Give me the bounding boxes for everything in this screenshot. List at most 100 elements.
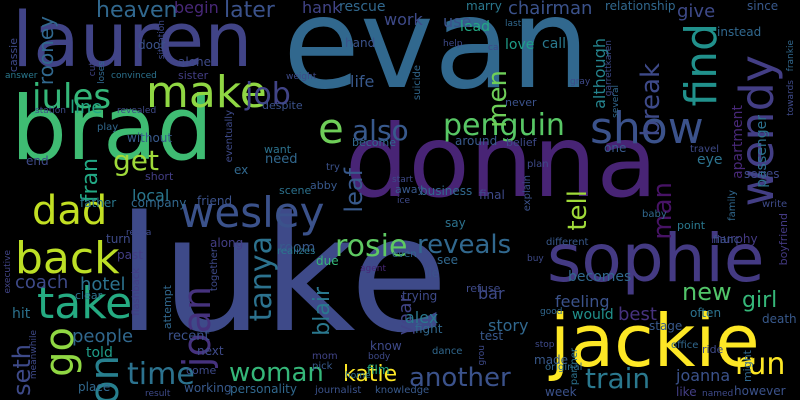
word-realizes: realizes: [277, 246, 316, 257]
word-several: several: [611, 85, 621, 118]
word-train: train: [585, 362, 651, 395]
word-executive: executive: [3, 250, 13, 294]
word-penguin: penguin: [443, 108, 565, 143]
word-hotel: hotel: [80, 274, 126, 295]
word-agent: agent: [360, 264, 386, 274]
word-rescue: rescue: [339, 0, 386, 15]
word-make: make: [146, 67, 267, 118]
word-never: never: [505, 96, 537, 109]
word-even: even: [392, 249, 417, 260]
word-ex: ex: [234, 163, 249, 177]
word-belief: belief: [506, 136, 537, 149]
word-different: different: [546, 237, 589, 248]
word-show: show: [590, 103, 704, 154]
word-meanwhile: meanwhile: [29, 330, 39, 380]
word-ride: ride: [702, 343, 724, 356]
word-blair: blair: [310, 287, 335, 336]
word-scene: scene: [279, 184, 312, 197]
word-weight: weight: [286, 72, 317, 82]
word-past: past: [117, 248, 143, 262]
word-film: film: [367, 363, 390, 377]
word-towards: towards: [786, 80, 796, 116]
word-baby: baby: [642, 209, 667, 220]
word-office: office: [671, 340, 699, 351]
word-eventually: eventually: [224, 110, 235, 163]
word-becomes: becomes: [568, 269, 632, 285]
word-run: run: [735, 347, 786, 382]
word-play: play: [97, 122, 119, 133]
word-boyfriend: boyfriend: [777, 213, 790, 266]
word-cassie: cassie: [7, 38, 20, 73]
word-time: time: [127, 357, 195, 392]
word-answer: answer: [5, 71, 38, 81]
word-line: line: [70, 97, 103, 118]
word-work: work: [384, 10, 423, 29]
word-told: told: [86, 345, 113, 361]
word-next: next: [197, 344, 224, 358]
word-home: home: [345, 371, 371, 381]
word-named: named: [702, 389, 734, 399]
word-company: company: [131, 196, 187, 210]
word-might: might: [741, 350, 754, 383]
word-jackie: jackie: [550, 299, 760, 383]
word-family: family: [727, 190, 738, 221]
word-tanya: tanya: [244, 236, 279, 322]
word-feeling: feeling: [555, 292, 610, 311]
word-get: get: [113, 144, 159, 177]
word-katie: katie: [343, 362, 398, 387]
word-door: door: [138, 38, 166, 52]
word-luke: luke: [117, 181, 449, 368]
word-local: local: [132, 186, 170, 205]
word-wesley: wesley: [180, 188, 325, 237]
word-travel: travel: [690, 144, 720, 155]
word-tell: tell: [563, 190, 593, 231]
word-say: say: [445, 216, 466, 230]
word-place: place: [78, 380, 111, 394]
word-ca: ca: [488, 43, 499, 53]
word-hand: hand: [345, 36, 376, 50]
word-clear: clear: [75, 289, 103, 302]
word-alone: alone: [178, 55, 212, 69]
word-jules: jules: [32, 77, 112, 117]
word-sophie: sophie: [547, 220, 765, 297]
word-test: test: [480, 329, 504, 343]
word-job: job: [245, 77, 291, 112]
word-alex: alex: [405, 308, 439, 327]
word-situation: situation: [157, 20, 167, 60]
word-sister: sister: [178, 69, 209, 82]
word-lie: lie: [425, 266, 440, 280]
word-knowledge: knowledge: [375, 385, 430, 396]
word-trying: trying: [402, 289, 438, 303]
word-want: want: [264, 143, 292, 156]
word-abby: abby: [310, 179, 338, 192]
word-joanna: joanna: [676, 366, 731, 385]
word-heaven: heaven: [96, 0, 178, 23]
word-working: working: [184, 381, 232, 395]
word-start: start: [392, 175, 413, 185]
word-around: around: [455, 134, 498, 148]
word-stop: stop: [535, 340, 555, 350]
word-become: become: [352, 136, 397, 149]
word-help: help: [443, 39, 463, 49]
word-take: take: [37, 278, 133, 329]
word-refuse: refuse: [466, 282, 501, 295]
word-personality: personality: [230, 382, 297, 396]
word-try: try: [326, 162, 340, 173]
word-apartment: apartment: [730, 105, 746, 179]
word-pick: pick: [312, 361, 333, 372]
word-series: series: [744, 167, 780, 181]
word-like: like: [676, 385, 697, 399]
word-call: call: [542, 36, 567, 52]
word-station: station: [35, 106, 66, 116]
word-e: e: [318, 104, 344, 153]
word-since: since: [747, 0, 779, 13]
word-dance: dance: [432, 346, 463, 357]
word-turn: turn: [106, 232, 131, 246]
word-brad: brad: [11, 77, 213, 180]
word-break: break: [636, 63, 666, 137]
word-murphy: murphy: [711, 232, 758, 246]
word-lead: lead: [460, 19, 490, 35]
word-people: people: [72, 326, 134, 347]
word-original: original: [545, 362, 583, 373]
